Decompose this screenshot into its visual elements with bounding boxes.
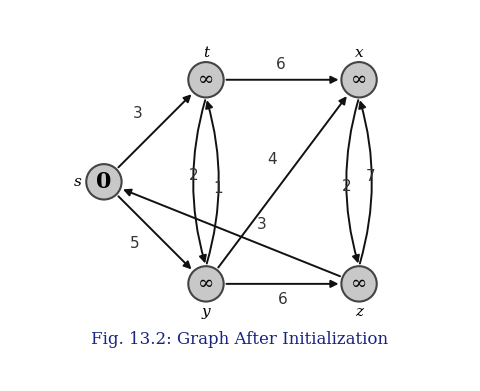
Text: 7: 7 (366, 169, 376, 184)
Text: 5: 5 (130, 235, 139, 251)
FancyArrowPatch shape (227, 281, 336, 287)
Text: ∞: ∞ (198, 71, 214, 89)
FancyArrowPatch shape (119, 196, 190, 268)
Text: 1: 1 (213, 181, 223, 196)
Text: y: y (202, 305, 210, 319)
Circle shape (341, 266, 377, 301)
Text: 2: 2 (342, 179, 352, 194)
FancyArrowPatch shape (125, 190, 340, 276)
Text: Fig. 13.2: Graph After Initialization: Fig. 13.2: Graph After Initialization (91, 332, 389, 348)
Text: 3: 3 (133, 106, 143, 121)
Text: z: z (355, 305, 363, 319)
Text: 3: 3 (257, 217, 267, 232)
Text: 4: 4 (267, 152, 277, 167)
Text: ∞: ∞ (198, 275, 214, 293)
Text: 6: 6 (277, 292, 288, 307)
FancyArrowPatch shape (218, 98, 346, 267)
Text: 6: 6 (276, 57, 286, 72)
Text: ∞: ∞ (351, 71, 367, 89)
FancyArrowPatch shape (206, 102, 219, 264)
Circle shape (86, 164, 121, 199)
Text: ∞: ∞ (351, 275, 367, 293)
Circle shape (341, 62, 377, 97)
FancyArrowPatch shape (346, 100, 359, 262)
Circle shape (188, 266, 224, 301)
FancyArrowPatch shape (193, 100, 206, 262)
Text: x: x (355, 45, 363, 59)
FancyArrowPatch shape (227, 77, 336, 83)
FancyArrowPatch shape (359, 102, 372, 264)
Text: s: s (74, 175, 82, 189)
FancyArrowPatch shape (119, 96, 190, 167)
Text: 0: 0 (96, 171, 112, 193)
Text: 2: 2 (189, 167, 199, 183)
Circle shape (188, 62, 224, 97)
Text: t: t (203, 45, 209, 59)
